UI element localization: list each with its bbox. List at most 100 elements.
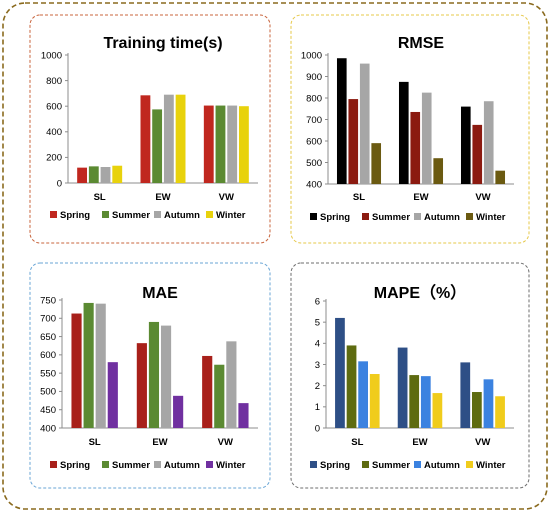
legend-label: Spring (320, 212, 350, 223)
bar-autumn-sl (100, 167, 111, 183)
x-category-label: EW (152, 437, 167, 448)
y-tick-label: 700 (306, 115, 322, 126)
bar-summer-sl (88, 166, 99, 183)
bar-winter-ew (175, 94, 186, 183)
legend-label: Autumn (164, 460, 200, 471)
legend-swatch-autumn (154, 461, 161, 468)
bar-autumn-vw (483, 101, 494, 184)
bar-autumn-sl (95, 303, 106, 428)
bar-summer-ew (410, 111, 421, 184)
bar-spring-ew (140, 95, 151, 183)
panel-frame (290, 14, 530, 244)
bar-summer-sl (83, 302, 94, 428)
y-tick-label: 1000 (41, 50, 62, 61)
bar-summer-vw (215, 105, 226, 183)
bar-autumn-vw (226, 341, 237, 428)
chart-panel-3: MAE 400 450 500 550 600 650 700 750 SL EW VW Spring S… (29, 262, 271, 489)
y-tick-label: 500 (40, 387, 56, 398)
legend-label: Autumn (424, 460, 460, 471)
bar-autumn-ew (160, 325, 172, 428)
panel-frame (290, 262, 530, 489)
bar-autumn-vw (227, 105, 238, 183)
y-tick-label: 800 (306, 93, 322, 104)
bar-winter-sl (371, 143, 382, 184)
x-category-label: EW (413, 192, 428, 203)
legend-swatch-summer (102, 211, 109, 218)
legend-label: Summer (372, 212, 410, 223)
x-category-label: SL (353, 192, 365, 203)
legend-label: Spring (60, 460, 90, 471)
bar-summer-ew (409, 375, 420, 428)
bar-summer-sl (346, 345, 357, 428)
legend-label: Autumn (424, 212, 460, 223)
y-tick-label: 2 (315, 381, 320, 392)
y-tick-label: 1 (315, 402, 320, 413)
bar-spring-ew (398, 81, 409, 185)
bar-spring-vw (203, 105, 214, 183)
bar-winter-ew (432, 393, 443, 428)
legend-label: Winter (476, 460, 506, 471)
legend-swatch-winter (466, 461, 473, 468)
legend-label: Summer (372, 460, 410, 471)
y-tick-label: 750 (40, 295, 56, 306)
chart-panel-4: MAPE（%） 0 1 2 3 4 5 6 SL EW VW Spring Summer Autumn Wi… (290, 262, 530, 489)
y-tick-label: 6 (315, 296, 320, 307)
bar-winter-vw (495, 396, 505, 428)
y-tick-label: 700 (40, 314, 56, 325)
legend-swatch-summer (362, 461, 369, 468)
x-category-label: SL (351, 437, 363, 448)
y-tick-label: 3 (315, 360, 320, 371)
bar-summer-vw (472, 392, 482, 428)
legend-label: Spring (60, 210, 90, 221)
chart-title: RMSE (398, 35, 445, 52)
bar-autumn-ew (163, 94, 174, 183)
y-tick-label: 0 (57, 178, 62, 189)
x-category-label: VW (475, 437, 490, 448)
y-tick-label: 400 (40, 423, 56, 434)
x-category-label: SL (89, 437, 101, 448)
bar-winter-vw (238, 403, 249, 428)
y-tick-label: 1000 (301, 50, 322, 61)
y-tick-label: 5 (315, 317, 320, 328)
legend-swatch-winter (466, 213, 473, 220)
chart-panel-2: RMSE 400 500 600 700 800 900 1000 SL EW VW Spring Su… (290, 14, 530, 244)
bar-spring-sl (77, 167, 88, 183)
bar-autumn-ew (420, 376, 431, 428)
bar-winter-vw (495, 170, 506, 184)
y-tick-label: 0 (315, 423, 320, 434)
legend-label: Spring (320, 460, 350, 471)
legend-label: Autumn (164, 210, 200, 221)
legend-swatch-summer (102, 461, 109, 468)
legend-label: Summer (112, 460, 150, 471)
bar-spring-sl (71, 313, 82, 428)
chart-title: MAPE（%） (374, 284, 466, 302)
legend-swatch-autumn (414, 461, 421, 468)
y-tick-label: 800 (46, 76, 62, 87)
legend-swatch-winter (206, 211, 213, 218)
legend-label: Winter (216, 210, 246, 221)
legend-swatch-winter (206, 461, 213, 468)
x-category-label: VW (218, 437, 233, 448)
bar-summer-ew (152, 109, 163, 183)
legend-swatch-summer (362, 213, 369, 220)
bar-autumn-sl (359, 63, 370, 184)
legend-swatch-autumn (154, 211, 161, 218)
bar-autumn-sl (358, 361, 368, 428)
x-category-label: VW (219, 192, 234, 203)
chart-title: MAE (142, 285, 178, 302)
bar-winter-ew (433, 158, 444, 184)
y-tick-label: 600 (40, 350, 56, 361)
bar-winter-sl (112, 165, 123, 183)
legend-swatch-spring (50, 461, 57, 468)
y-tick-label: 500 (306, 158, 322, 169)
legend-swatch-autumn (414, 213, 421, 220)
legend-swatch-spring (50, 211, 57, 218)
bar-summer-ew (148, 321, 160, 428)
legend-label: Summer (112, 210, 150, 221)
y-tick-label: 900 (306, 72, 322, 83)
bar-spring-ew (397, 347, 408, 428)
bar-spring-sl (335, 317, 345, 428)
y-tick-label: 400 (306, 179, 322, 190)
y-tick-label: 650 (40, 332, 56, 343)
